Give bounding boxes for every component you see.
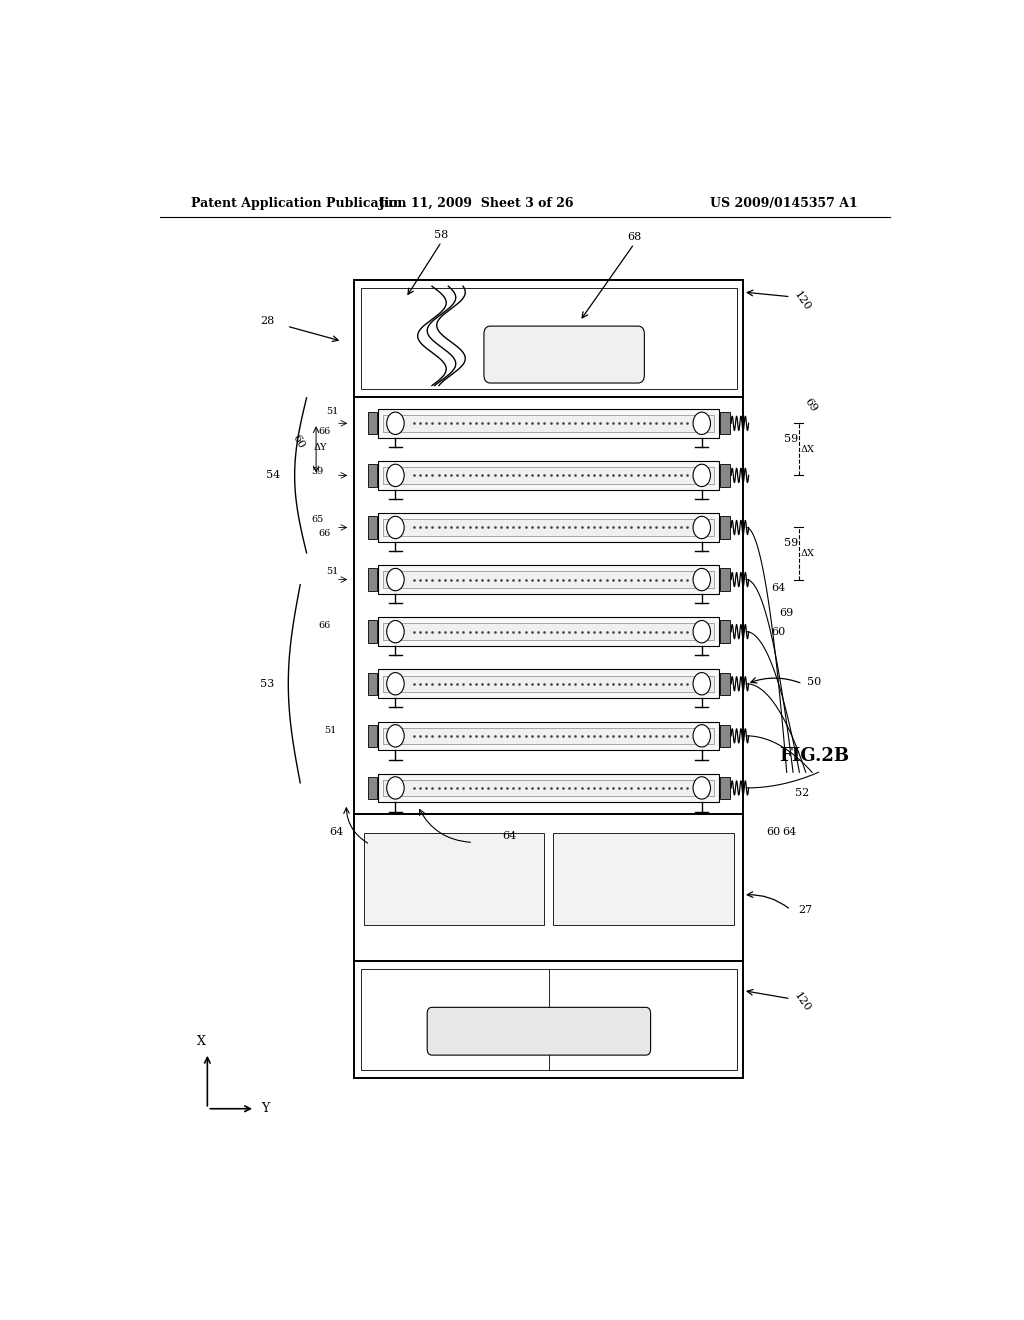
Bar xyxy=(720,620,729,643)
Bar xyxy=(720,673,729,694)
Text: FIG.2B: FIG.2B xyxy=(778,747,849,766)
Text: 27: 27 xyxy=(798,904,812,915)
Text: 60: 60 xyxy=(766,828,780,837)
Circle shape xyxy=(693,465,711,487)
Bar xyxy=(378,513,719,541)
Bar xyxy=(368,465,377,487)
Circle shape xyxy=(387,776,404,799)
Bar xyxy=(368,776,377,799)
Text: 54: 54 xyxy=(266,470,281,480)
Text: 120: 120 xyxy=(793,990,813,1014)
Text: 64: 64 xyxy=(503,832,517,841)
Bar xyxy=(383,467,715,483)
Circle shape xyxy=(387,725,404,747)
FancyBboxPatch shape xyxy=(484,326,644,383)
Circle shape xyxy=(693,776,711,799)
Text: 64: 64 xyxy=(772,582,785,593)
Bar xyxy=(368,516,377,539)
Bar xyxy=(378,461,719,490)
Bar xyxy=(383,414,715,432)
Text: 69: 69 xyxy=(779,609,794,618)
Bar xyxy=(378,618,719,645)
Bar xyxy=(383,676,715,692)
Text: 66: 66 xyxy=(317,529,330,539)
Text: 66: 66 xyxy=(317,622,330,630)
Text: 60: 60 xyxy=(772,627,785,636)
Circle shape xyxy=(387,673,404,694)
Text: 59: 59 xyxy=(783,539,798,548)
Bar xyxy=(368,412,377,434)
Text: 52: 52 xyxy=(796,788,810,799)
Text: 59: 59 xyxy=(311,467,324,475)
Bar xyxy=(383,623,715,640)
Text: 51: 51 xyxy=(326,566,338,576)
Text: 66: 66 xyxy=(317,426,330,436)
Bar xyxy=(720,412,729,434)
Bar xyxy=(378,565,719,594)
Text: Y: Y xyxy=(261,1102,269,1115)
Bar xyxy=(378,722,719,750)
Text: 51: 51 xyxy=(326,407,338,416)
Circle shape xyxy=(693,673,711,694)
Circle shape xyxy=(387,516,404,539)
Bar xyxy=(354,814,743,961)
Bar xyxy=(354,397,743,814)
Bar xyxy=(368,725,377,747)
Bar xyxy=(360,289,736,389)
Circle shape xyxy=(693,725,711,747)
Bar xyxy=(354,961,743,1078)
Bar xyxy=(383,727,715,744)
Bar xyxy=(378,774,719,803)
Circle shape xyxy=(693,412,711,434)
Text: 58: 58 xyxy=(434,230,449,240)
Circle shape xyxy=(387,620,404,643)
Text: 53: 53 xyxy=(260,678,274,689)
Bar xyxy=(553,833,733,924)
Text: 120: 120 xyxy=(793,290,813,313)
Text: Jun. 11, 2009  Sheet 3 of 26: Jun. 11, 2009 Sheet 3 of 26 xyxy=(380,197,574,210)
Bar xyxy=(360,969,736,1071)
Bar xyxy=(720,516,729,539)
Bar xyxy=(378,669,719,698)
Bar xyxy=(368,620,377,643)
Text: 69: 69 xyxy=(803,396,818,413)
Text: 64: 64 xyxy=(782,828,797,837)
Bar xyxy=(383,572,715,587)
Circle shape xyxy=(693,569,711,591)
Text: US 2009/0145357 A1: US 2009/0145357 A1 xyxy=(711,197,858,210)
Text: X: X xyxy=(197,1035,206,1048)
Text: 50: 50 xyxy=(807,677,821,686)
Text: ΔX: ΔX xyxy=(801,549,815,558)
Text: ΔX: ΔX xyxy=(801,445,815,454)
Circle shape xyxy=(387,465,404,487)
Bar xyxy=(354,280,743,397)
Bar xyxy=(720,776,729,799)
Text: 60: 60 xyxy=(291,433,306,450)
Bar xyxy=(720,465,729,487)
Bar xyxy=(368,569,377,591)
Bar xyxy=(720,569,729,591)
Circle shape xyxy=(387,412,404,434)
Text: 65: 65 xyxy=(311,515,324,524)
Bar xyxy=(368,673,377,694)
Text: 28: 28 xyxy=(260,315,274,326)
Text: 51: 51 xyxy=(325,726,337,735)
Circle shape xyxy=(693,620,711,643)
Text: 59: 59 xyxy=(783,434,798,445)
Bar xyxy=(364,833,544,924)
Bar xyxy=(378,409,719,438)
Text: Patent Application Publication: Patent Application Publication xyxy=(191,197,407,210)
Circle shape xyxy=(693,516,711,539)
Bar xyxy=(383,780,715,796)
Circle shape xyxy=(387,569,404,591)
Text: 68: 68 xyxy=(627,232,641,242)
Bar xyxy=(720,725,729,747)
Text: 64: 64 xyxy=(330,828,344,837)
Text: ΔY: ΔY xyxy=(314,442,328,451)
FancyBboxPatch shape xyxy=(427,1007,650,1055)
Bar xyxy=(383,519,715,536)
